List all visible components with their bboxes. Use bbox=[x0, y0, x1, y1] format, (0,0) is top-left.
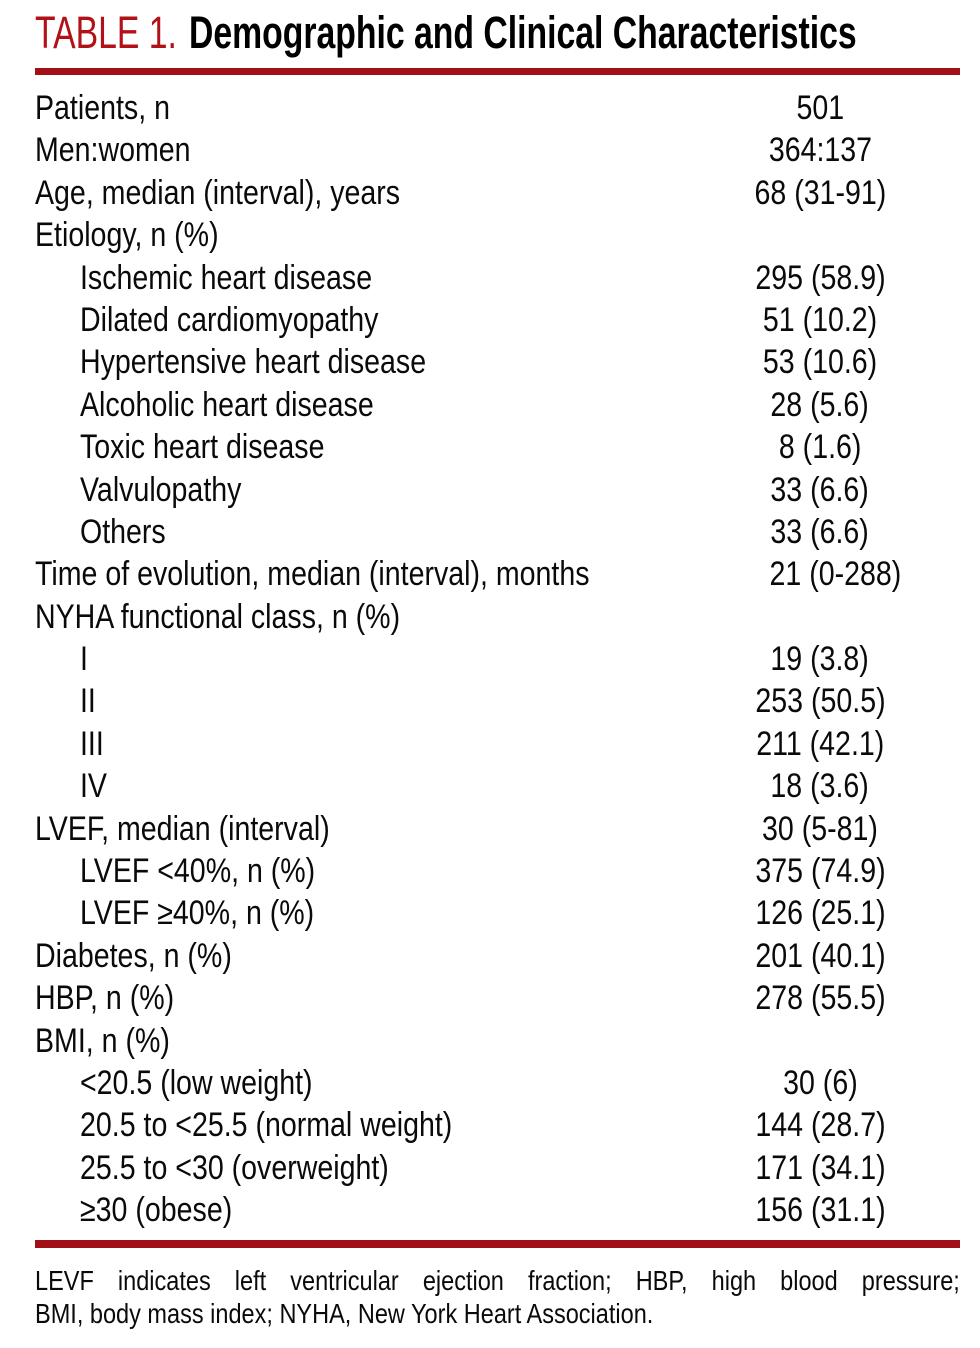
row-label: ≥30 (obese) bbox=[80, 1191, 233, 1230]
row-label: 25.5 to <30 (overweight) bbox=[80, 1148, 389, 1187]
table-footnote: LEVF indicates left ventricular ejection… bbox=[35, 1264, 960, 1330]
row-value: 53 (10.6) bbox=[762, 343, 878, 382]
table-row: Men:women 364:137 bbox=[35, 129, 960, 171]
row-label: Men:women bbox=[35, 131, 191, 170]
top-rule bbox=[35, 68, 960, 75]
table-row: LVEF ≥40%, n (%) 126 (25.1) bbox=[35, 892, 960, 934]
row-label: <20.5 (low weight) bbox=[80, 1063, 313, 1102]
bottom-rule bbox=[35, 1239, 960, 1248]
row-value: 364:137 bbox=[768, 131, 872, 170]
table-row: 25.5 to <30 (overweight) 171 (34.1) bbox=[35, 1147, 960, 1189]
row-value: 126 (25.1) bbox=[754, 894, 886, 933]
table-row: Ischemic heart disease 295 (58.9) bbox=[35, 257, 960, 299]
row-label: LVEF ≥40%, n (%) bbox=[80, 894, 315, 933]
table-row: ≥30 (obese) 156 (31.1) bbox=[35, 1189, 960, 1231]
row-value: 295 (58.9) bbox=[754, 258, 886, 297]
row-label: Ischemic heart disease bbox=[80, 258, 373, 297]
row-label: BMI, n (%) bbox=[35, 1021, 170, 1060]
row-label: Valvulopathy bbox=[80, 470, 242, 509]
row-label: Hypertensive heart disease bbox=[80, 343, 427, 382]
row-value: 33 (6.6) bbox=[770, 512, 870, 551]
row-value: 201 (40.1) bbox=[754, 936, 886, 975]
row-label: Etiology, n (%) bbox=[35, 216, 219, 255]
row-label: Age, median (interval), years bbox=[35, 173, 401, 212]
table-row: Hypertensive heart disease 53 (10.6) bbox=[35, 341, 960, 383]
table-row: Etiology, n (%) bbox=[35, 214, 960, 256]
table-row: LVEF <40%, n (%) 375 (74.9) bbox=[35, 850, 960, 892]
row-label: Patients, n bbox=[35, 89, 170, 127]
table-row: <20.5 (low weight) 30 (6) bbox=[35, 1062, 960, 1104]
row-label: Alcoholic heart disease bbox=[80, 385, 374, 424]
row-label: 20.5 to <25.5 (normal weight) bbox=[80, 1106, 453, 1145]
table-row: Diabetes, n (%) 201 (40.1) bbox=[35, 935, 960, 977]
table-row: IV 18 (3.6) bbox=[35, 765, 960, 807]
row-label: IV bbox=[80, 767, 107, 806]
row-label: Diabetes, n (%) bbox=[35, 936, 232, 975]
table-row: Valvulopathy 33 (6.6) bbox=[35, 469, 960, 511]
row-value: 501 bbox=[796, 89, 844, 127]
row-value: 30 (5-81) bbox=[762, 809, 878, 848]
row-label: NYHA functional class, n (%) bbox=[35, 597, 401, 636]
row-value: 18 (3.6) bbox=[770, 767, 870, 806]
row-value: 375 (74.9) bbox=[754, 852, 886, 891]
row-value: 51 (10.2) bbox=[762, 300, 878, 339]
row-label: I bbox=[80, 640, 88, 679]
row-label: Time of evolution, median (interval), mo… bbox=[35, 555, 590, 594]
row-value: 21 (0-288) bbox=[769, 555, 902, 594]
row-value: 8 (1.6) bbox=[778, 428, 862, 467]
row-label: LVEF <40%, n (%) bbox=[80, 852, 316, 891]
row-value: 253 (50.5) bbox=[754, 682, 886, 721]
table-row: HBP, n (%) 278 (55.5) bbox=[35, 977, 960, 1019]
table-row: II 253 (50.5) bbox=[35, 680, 960, 722]
table-row: III 211 (42.1) bbox=[35, 723, 960, 765]
table-title: Demographic and Clinical Characteristics bbox=[188, 7, 857, 58]
table-header-line: TABLE 1. Demographic and Clinical Charact… bbox=[35, 10, 857, 56]
table-row: Others 33 (6.6) bbox=[35, 511, 960, 553]
table-number-label: TABLE 1. bbox=[35, 7, 177, 58]
table-row: 20.5 to <25.5 (normal weight) 144 (28.7) bbox=[35, 1104, 960, 1146]
table-row: NYHA functional class, n (%) bbox=[35, 596, 960, 638]
row-value bbox=[680, 214, 960, 256]
table-row: Alcoholic heart disease 28 (5.6) bbox=[35, 384, 960, 426]
row-label: Dilated cardiomyopathy bbox=[80, 300, 379, 339]
row-value bbox=[680, 596, 960, 638]
footnote-line-2: BMI, body mass index; NYHA, New York Hea… bbox=[35, 1297, 654, 1329]
row-value: 156 (31.1) bbox=[754, 1191, 886, 1230]
row-value: 211 (42.1) bbox=[755, 724, 885, 763]
row-label: Others bbox=[80, 512, 166, 551]
table-row: Age, median (interval), years 68 (31-91) bbox=[35, 172, 960, 214]
table-row: Dilated cardiomyopathy 51 (10.2) bbox=[35, 299, 960, 341]
row-value: 144 (28.7) bbox=[754, 1106, 886, 1145]
table-row: I 19 (3.8) bbox=[35, 638, 960, 680]
row-label: III bbox=[80, 724, 104, 763]
row-value: 30 (6) bbox=[782, 1063, 858, 1102]
table-body: Patients, n 501 Men:women 364:137 Age, media… bbox=[35, 87, 960, 1232]
table-row: Toxic heart disease 8 (1.6) bbox=[35, 426, 960, 468]
row-value: 33 (6.6) bbox=[770, 470, 870, 509]
row-value: 19 (3.8) bbox=[770, 640, 870, 679]
row-label: II bbox=[80, 682, 96, 721]
row-value: 171 (34.1) bbox=[754, 1148, 886, 1187]
table-header: TABLE 1. Demographic and Clinical Charact… bbox=[35, 6, 960, 60]
table-row: LVEF, median (interval) 30 (5-81) bbox=[35, 808, 960, 850]
table-row: BMI, n (%) bbox=[35, 1020, 960, 1062]
row-value: 278 (55.5) bbox=[754, 979, 886, 1018]
row-label: LVEF, median (interval) bbox=[35, 809, 330, 848]
table-row: Time of evolution, median (interval), mo… bbox=[35, 553, 960, 595]
row-label: Toxic heart disease bbox=[80, 428, 325, 467]
row-label: HBP, n (%) bbox=[35, 979, 175, 1018]
footnote-line-1: LEVF indicates left ventricular ejection… bbox=[35, 1264, 960, 1296]
row-value: 68 (31-91) bbox=[754, 173, 886, 212]
table-row: Patients, n 501 bbox=[35, 87, 960, 129]
row-value: 28 (5.6) bbox=[770, 385, 870, 424]
row-value bbox=[680, 1020, 960, 1062]
